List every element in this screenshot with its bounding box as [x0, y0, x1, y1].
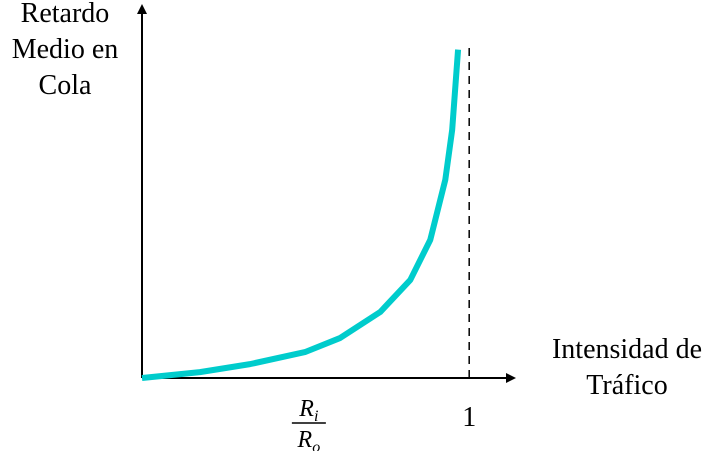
y-axis-label: Cola [39, 70, 92, 101]
x-axis-label: Intensidad de [552, 334, 702, 365]
x-tick-label: Ri [298, 396, 318, 425]
x-tick-label-part: R [298, 396, 314, 422]
x-tick-label: Ro [297, 427, 321, 451]
x-axis-label: Tráfico [586, 370, 667, 401]
x-tick-label-part: i [314, 408, 318, 425]
x-tick-label: 1 [462, 402, 476, 433]
x-tick-label-part: R [297, 427, 313, 451]
y-axis-label: Retardo [21, 0, 110, 29]
x-tick-label-part: o [312, 439, 320, 451]
data-line [141, 49, 462, 381]
y-axis-label: Medio en [12, 34, 119, 65]
